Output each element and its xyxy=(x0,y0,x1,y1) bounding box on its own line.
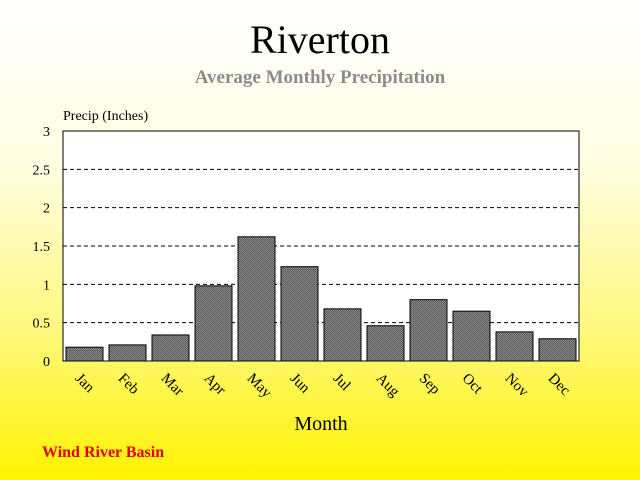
bar-jul xyxy=(323,308,362,362)
x-tick-label: Mar xyxy=(158,371,187,400)
x-tick-label: Apr xyxy=(201,371,229,399)
bar-nov xyxy=(495,331,534,362)
footer-label: Wind River Basin xyxy=(42,444,165,461)
bar-dec xyxy=(538,338,577,362)
x-tick-label: Nov xyxy=(502,371,532,401)
y-axis-label: Precip (Inches) xyxy=(63,109,149,124)
chart-title: Riverton xyxy=(250,17,390,62)
x-tick-label: Jul xyxy=(330,371,354,395)
y-tick-labels: 0 0.5 1 1.5 2 2.5 3 xyxy=(33,125,51,370)
x-tick-label: Feb xyxy=(115,371,142,398)
x-tick-label: Jun xyxy=(287,371,313,397)
x-tick-label: Dec xyxy=(545,371,574,400)
chart-subtitle: Average Monthly Precipitation xyxy=(194,67,446,88)
y-tick-label: 1.5 xyxy=(33,240,51,255)
y-tick-label: 2 xyxy=(43,202,50,217)
x-tick-label: Aug xyxy=(373,371,403,401)
bars xyxy=(65,236,577,362)
x-tick-label: Jan xyxy=(72,371,98,397)
y-tick-label: 0.5 xyxy=(33,317,51,332)
bar-oct xyxy=(452,310,491,362)
y-tick-label: 0 xyxy=(43,355,50,370)
bar-aug xyxy=(366,325,405,362)
y-tick-label: 3 xyxy=(43,125,50,140)
y-tick-label: 1 xyxy=(43,278,50,293)
bar-jun xyxy=(280,266,319,362)
x-tick-labels: Jan Feb Mar Apr May Jun Jul Aug Sep Oct Nov Dec xyxy=(72,371,574,402)
bar-apr xyxy=(194,285,233,362)
gridlines xyxy=(63,168,579,324)
bar-sep xyxy=(409,299,448,362)
bar-feb xyxy=(108,344,147,362)
y-tick-label: 2.5 xyxy=(33,163,51,178)
x-tick-label: May xyxy=(244,371,275,402)
x-tick-label: Sep xyxy=(416,371,443,398)
bar-may xyxy=(237,236,276,362)
bar-mar xyxy=(151,334,190,362)
x-tick-label: Oct xyxy=(459,371,486,398)
x-axis-label: Month xyxy=(294,413,348,435)
bar-jan xyxy=(65,346,104,362)
